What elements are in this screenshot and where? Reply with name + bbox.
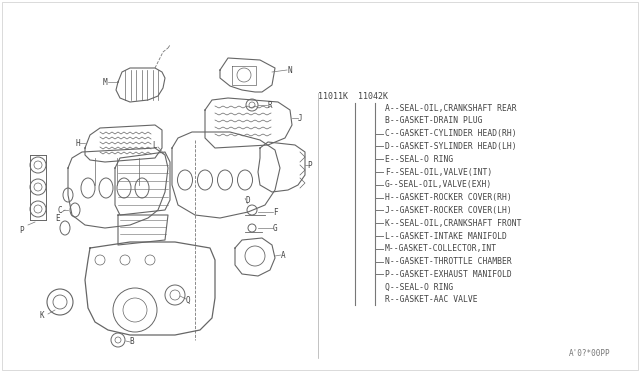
Text: G: G [273,224,277,232]
Text: N: N [288,65,292,74]
Text: C: C [58,205,62,215]
Text: P: P [20,225,24,234]
Text: A'0?*00PP: A'0?*00PP [568,350,610,359]
Text: Q: Q [186,295,190,305]
Text: J--GASKET-ROCKER COVER(LH): J--GASKET-ROCKER COVER(LH) [385,206,512,215]
Text: R: R [268,100,272,109]
Text: F--SEAL-OIL,VALVE(INT): F--SEAL-OIL,VALVE(INT) [385,167,492,176]
Text: 11011K: 11011K [318,92,348,100]
Text: G--SEAL-OIL,VALVE(EXH): G--SEAL-OIL,VALVE(EXH) [385,180,492,189]
Text: P: P [308,160,312,170]
Text: R--GASKET-AAC VALVE: R--GASKET-AAC VALVE [385,295,477,305]
Text: P--GASKET-EXHAUST MANIFOLD: P--GASKET-EXHAUST MANIFOLD [385,270,512,279]
Text: H: H [76,138,80,148]
Text: Q--SEAL-O RING: Q--SEAL-O RING [385,283,453,292]
Text: K--SEAL-OIL,CRANKSHAFT FRONT: K--SEAL-OIL,CRANKSHAFT FRONT [385,219,522,228]
Text: L: L [153,141,157,150]
Text: H--GASKET-ROCKER COVER(RH): H--GASKET-ROCKER COVER(RH) [385,193,512,202]
Text: N--GASKET-THROTTLE CHAMBER: N--GASKET-THROTTLE CHAMBER [385,257,512,266]
Text: B: B [130,337,134,346]
Text: D--GASKET-SYLINDER HEAD(LH): D--GASKET-SYLINDER HEAD(LH) [385,142,516,151]
Text: M: M [102,77,108,87]
Text: D: D [246,196,250,205]
Text: M--GASKET-COLLECTOR,INT: M--GASKET-COLLECTOR,INT [385,244,497,253]
Text: E: E [56,214,60,222]
Text: L--GASKET-INTAKE MANIFOLD: L--GASKET-INTAKE MANIFOLD [385,231,507,241]
Text: K: K [40,311,44,321]
Text: E--SEAL-O RING: E--SEAL-O RING [385,155,453,164]
Text: A--SEAL-OIL,CRANKSHAFT REAR: A--SEAL-OIL,CRANKSHAFT REAR [385,103,516,112]
Text: F: F [273,208,277,217]
Text: A: A [281,250,285,260]
Text: J: J [298,113,302,122]
Text: C--GASKET-CYLINDER HEAD(RH): C--GASKET-CYLINDER HEAD(RH) [385,129,516,138]
Text: 11042K: 11042K [358,92,388,100]
Text: B--GASKET-DRAIN PLUG: B--GASKET-DRAIN PLUG [385,116,483,125]
